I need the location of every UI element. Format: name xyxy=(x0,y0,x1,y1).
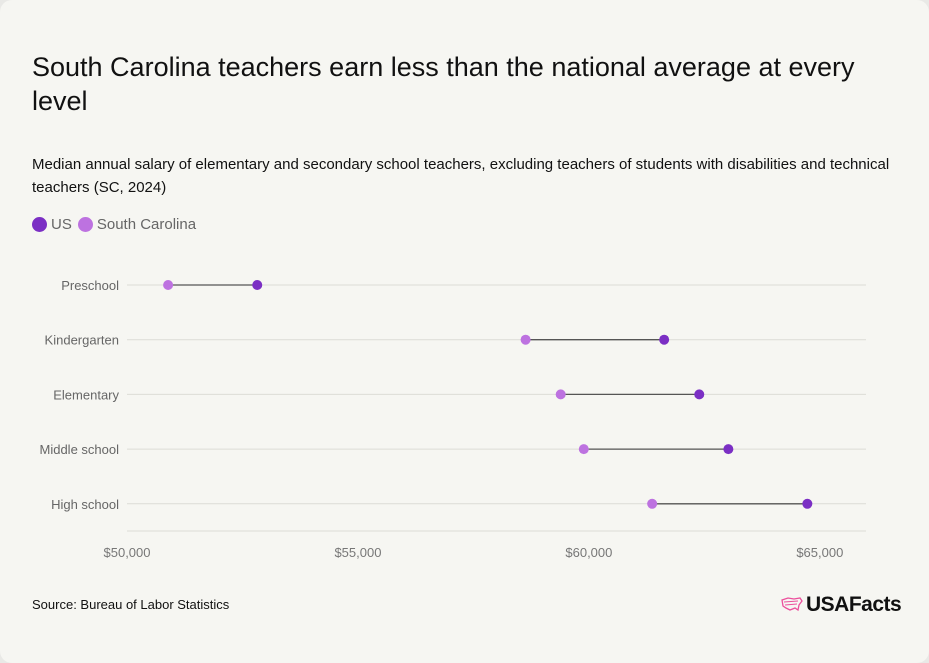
sc-point xyxy=(578,444,589,455)
sc-point xyxy=(163,280,174,290)
legend: US South Carolina xyxy=(32,216,202,233)
category-label: Kindergarten xyxy=(45,333,119,348)
legend-marker-us xyxy=(32,217,47,232)
legend-marker-sc xyxy=(77,217,93,232)
us-point xyxy=(659,334,670,345)
x-tick-label: $60,000 xyxy=(565,545,612,560)
usafacts-logo: USAFacts xyxy=(780,593,902,617)
us-map-icon xyxy=(781,597,803,612)
category-label: Elementary xyxy=(53,387,119,402)
legend-item-us: US xyxy=(32,216,72,233)
legend-item-sc: South Carolina xyxy=(77,216,197,233)
us-point xyxy=(723,444,734,455)
chart-subtitle: Median annual salary of elementary and s… xyxy=(32,156,890,196)
legend-label-sc: South Carolina xyxy=(96,216,197,233)
us-point xyxy=(694,389,705,400)
category-label: Preschool xyxy=(61,278,119,293)
logo-text: USAFacts xyxy=(806,593,902,616)
us-point xyxy=(252,280,263,290)
legend-label-us: US xyxy=(51,216,72,233)
x-tick-label: $50,000 xyxy=(104,545,151,560)
sc-point xyxy=(520,334,531,345)
category-label: High school xyxy=(51,497,119,512)
dumbbell-chart: Preschool Kindergarten Elementary Middle sc… xyxy=(40,278,866,560)
source-note: Source: Bureau of Labor Statistics xyxy=(32,597,230,612)
us-point xyxy=(802,498,813,509)
chart-title: South Carolina teachers earn less than t… xyxy=(32,52,855,116)
x-tick-label: $65,000 xyxy=(796,545,843,560)
x-tick-label: $55,000 xyxy=(334,545,381,560)
sc-point xyxy=(555,389,566,400)
category-label: Middle school xyxy=(40,442,120,457)
sc-point xyxy=(647,498,658,509)
